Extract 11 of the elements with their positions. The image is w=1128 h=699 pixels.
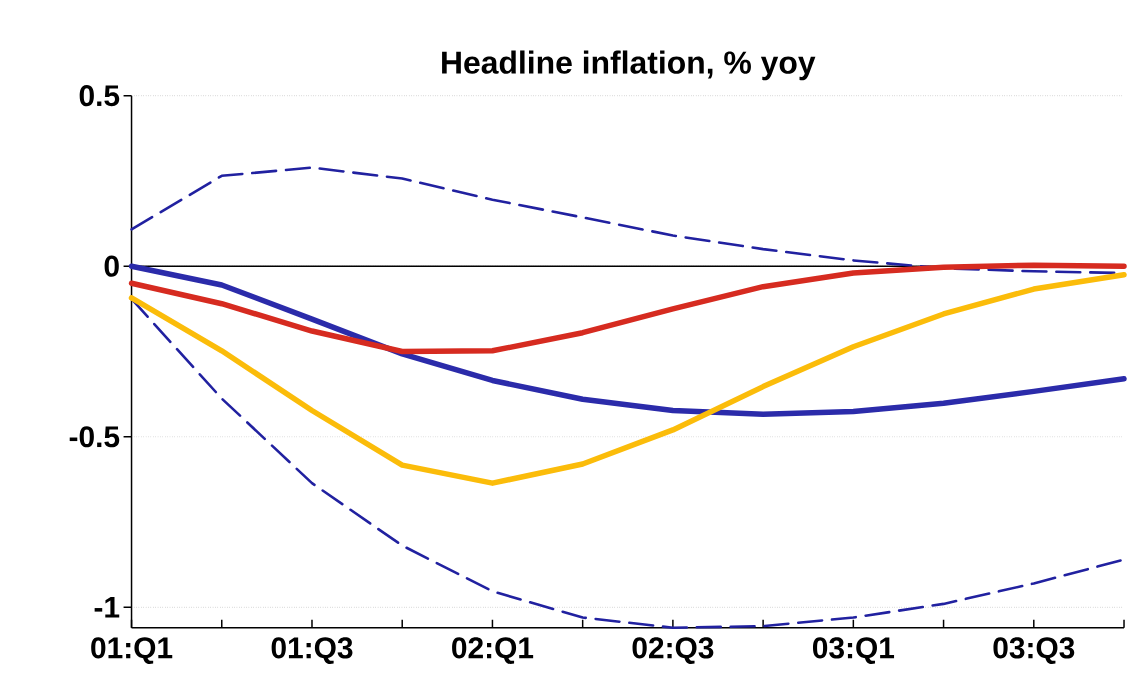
y-tick-label: -0.5 [69,426,120,448]
y-tick-label: 0.5 [79,85,120,107]
y-tick-label: 0 [104,255,119,278]
x-tick-label: 02:Q1 [452,637,534,665]
x-tick-label: 02:Q3 [632,637,714,665]
x-tick-label: 01:Q1 [91,637,173,665]
x-tick-label: 01:Q3 [271,637,353,665]
x-tick-label: 03:Q3 [993,637,1075,665]
chart-title: Headline inflation, % yoy [442,50,816,81]
y-tick-label: -1 [94,597,120,618]
x-tick-label: 03:Q1 [812,637,895,665]
